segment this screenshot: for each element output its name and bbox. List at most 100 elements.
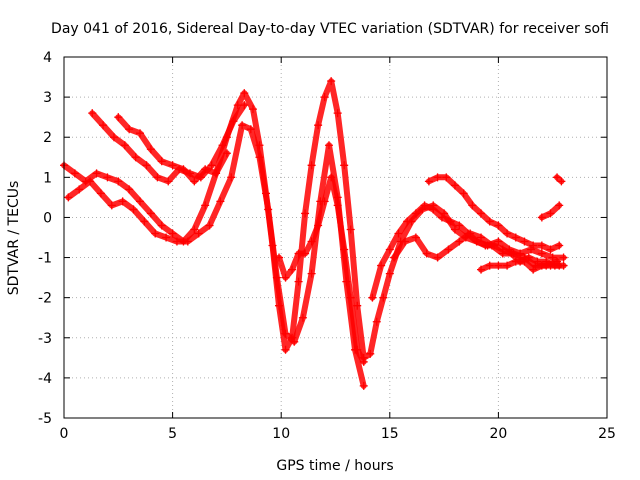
data-point — [118, 197, 127, 206]
data-point — [146, 209, 155, 218]
data-point — [353, 345, 362, 354]
data-point — [487, 241, 496, 250]
data-point — [485, 217, 494, 226]
data-point — [172, 237, 181, 246]
data-point — [379, 293, 388, 302]
data-point — [411, 233, 420, 242]
x-tick-label: 15 — [381, 426, 399, 442]
data-point — [136, 197, 145, 206]
data-point — [368, 293, 377, 302]
data-point — [168, 229, 177, 238]
data-point — [288, 265, 297, 274]
data-point — [96, 189, 105, 198]
data-point — [372, 317, 381, 326]
data-point — [503, 261, 512, 270]
data-point — [546, 261, 555, 270]
data-point — [555, 201, 564, 210]
data-point — [153, 173, 162, 182]
data-point — [151, 229, 160, 238]
data-point — [424, 177, 433, 186]
data-point — [485, 261, 494, 270]
data-point — [320, 93, 329, 102]
data-point — [99, 121, 108, 130]
data-point — [75, 185, 84, 194]
data-point — [498, 249, 507, 258]
data-point — [555, 241, 564, 250]
data-point — [468, 201, 477, 210]
data-point — [359, 357, 368, 366]
data-point — [301, 209, 310, 218]
data-point — [340, 245, 349, 254]
series-trace — [276, 174, 367, 365]
data-point — [290, 337, 299, 346]
data-point — [529, 241, 538, 250]
data-point — [503, 229, 512, 238]
data-point — [555, 261, 564, 270]
data-point — [64, 193, 73, 202]
data-point — [227, 173, 236, 182]
series-arc-i — [477, 257, 564, 274]
data-point — [238, 121, 247, 130]
data-point — [509, 249, 518, 258]
y-tick-label: 0 — [43, 210, 52, 226]
data-point — [194, 229, 203, 238]
y-tick-label: -5 — [38, 411, 52, 427]
data-point — [183, 237, 192, 246]
data-point — [546, 245, 555, 254]
marks-layer — [60, 77, 568, 390]
data-point — [433, 173, 442, 182]
data-point — [359, 381, 368, 390]
data-point — [511, 233, 520, 242]
data-point — [559, 253, 568, 262]
data-point — [157, 221, 166, 230]
data-point — [511, 257, 520, 266]
data-point — [390, 253, 399, 262]
data-point — [114, 177, 123, 186]
data-point — [88, 109, 97, 118]
chart-title: Day 041 of 2016, Sidereal Day-to-day VTE… — [51, 21, 609, 37]
data-point — [240, 89, 249, 98]
data-point — [222, 149, 231, 158]
data-point — [520, 237, 529, 246]
data-point — [201, 201, 210, 210]
data-point — [179, 165, 188, 174]
data-point — [420, 201, 429, 210]
data-point — [450, 181, 459, 190]
data-point — [107, 201, 116, 210]
data-point — [366, 349, 375, 358]
data-point — [346, 225, 355, 234]
data-point — [346, 293, 355, 302]
data-point — [422, 249, 431, 258]
data-point — [190, 177, 199, 186]
data-point — [307, 161, 316, 170]
series-arc-j — [537, 201, 564, 222]
x-tick-label: 0 — [60, 426, 69, 442]
data-point — [162, 233, 171, 242]
y-axis-label: SDTVAR / TECUs — [6, 181, 22, 296]
data-point — [264, 205, 273, 214]
data-point — [70, 169, 79, 178]
data-point — [557, 177, 566, 186]
series-trace — [425, 174, 563, 253]
data-point — [411, 209, 420, 218]
data-point — [450, 225, 459, 234]
x-tick-label: 10 — [272, 426, 290, 442]
data-point — [394, 229, 403, 238]
data-point — [136, 129, 145, 138]
data-point — [327, 173, 336, 182]
data-point — [324, 141, 333, 150]
y-tick-label: 1 — [43, 170, 52, 186]
data-point — [314, 221, 323, 230]
data-point — [120, 141, 129, 150]
x-tick-label: 25 — [598, 426, 616, 442]
data-point — [255, 153, 264, 162]
data-point — [281, 345, 290, 354]
data-point — [537, 213, 546, 222]
x-tick-label: 20 — [489, 426, 507, 442]
data-point — [103, 173, 112, 182]
data-point — [114, 113, 123, 122]
data-point — [207, 161, 216, 170]
data-point — [494, 237, 503, 246]
data-point — [477, 265, 486, 274]
data-point — [109, 133, 118, 142]
